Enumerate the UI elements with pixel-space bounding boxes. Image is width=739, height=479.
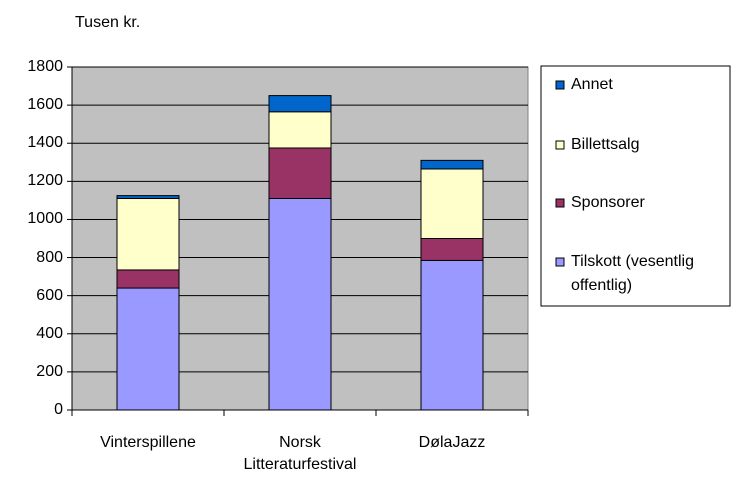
y-tick-label: 1200 [27, 172, 63, 190]
y-axis-label: Tusen kr. [75, 14, 141, 31]
bar-segment [268, 111, 332, 149]
y-tick-label: 1600 [27, 96, 63, 114]
bar-segment [268, 147, 332, 199]
legend-label: Billettsalg [571, 136, 640, 153]
x-tick-label: Norsk Litteraturfestival [243, 434, 357, 473]
y-tick-label: 600 [36, 286, 63, 304]
bar-segment [420, 259, 484, 411]
legend-box [540, 65, 731, 307]
bar-segment [268, 95, 332, 113]
bar-segment [116, 195, 180, 199]
y-tick-label: 200 [36, 362, 63, 380]
bar-segment [116, 197, 180, 271]
y-tick-label: 1800 [27, 58, 63, 75]
legend-swatch [555, 80, 565, 90]
y-tick-label: 400 [36, 324, 63, 342]
y-tick-label: 1400 [27, 134, 63, 152]
legend-label: Sponsorer [571, 194, 645, 211]
x-tick-label: DølaJazz [418, 434, 486, 451]
legend-label: Tilskott (vesentlig offentlig) [571, 253, 694, 294]
bar-segment [116, 269, 180, 289]
bar-segment [268, 197, 332, 411]
y-tick-label: 800 [36, 248, 63, 266]
bar-segment [420, 168, 484, 239]
y-tick-label: 1000 [27, 210, 63, 228]
x-tick-label: Vinterspillene [100, 434, 196, 451]
legend-swatch [555, 198, 565, 208]
bar-segment [116, 287, 180, 411]
legend-label: Annet [571, 76, 613, 93]
y-tick-label: 0 [54, 401, 63, 418]
legend-swatch [555, 140, 565, 150]
legend-swatch [555, 257, 565, 267]
bar-segment [420, 159, 484, 170]
bar-segment [420, 238, 484, 261]
